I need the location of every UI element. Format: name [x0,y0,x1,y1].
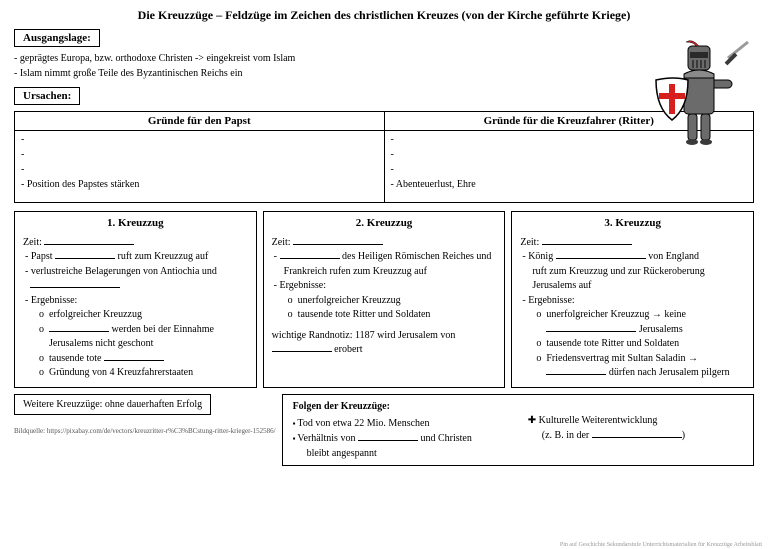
c3-l1d: Jerusalems auf [532,280,591,291]
c3-r3a: Friedensvertrag mit Sultan Saladin → [546,353,698,364]
c2-l1b: des Heiligen Römischen Reiches und [340,251,492,262]
c3-r2: tausende tote Ritter und Soldaten [546,338,679,349]
c2-note-a: wichtige Randnotiz: 1187 wird Jerusalem … [272,330,456,341]
c1-l1a: Papst [31,251,55,262]
c3-erg: Ergebnisse: [528,295,574,306]
footer-caption: Pin auf Geschichte Sekundarstufe Unterri… [560,542,762,548]
c1-r4: Gründung von 4 Kreuzfahrerstaaten [49,367,193,378]
c1-erg: Ergebnisse: [31,295,77,306]
reasons-head-left: Gründe für den Papst [15,112,385,131]
c2-note-b: erobert [332,344,363,355]
c3-r1b: Jerusalems [636,324,682,335]
crusades-row: 1. Kreuzzug Zeit: - Papst ruft zum Kreuz… [14,211,754,388]
c3-l1c: ruft zum Kreuzzug und zur Rückeroberung [532,266,704,277]
folgen-3b: (z. B. in der ) [528,428,743,443]
folgen-box: Folgen der Kreuzzüge: Tod von etwa 22 Mi… [282,394,754,466]
label-ursachen: Ursachen: [14,87,80,105]
page-title: Die Kreuzzüge – Feldzüge im Zeichen des … [14,8,754,23]
c1-l2a: verlustreiche Belagerungen von Antiochia… [31,266,217,277]
folgen-2b: bleibt angespannt [293,446,508,461]
reasons-cell-left: - - - - Position des Papstes stärken [15,131,385,203]
crusade1-zeit: Zeit: [23,237,44,248]
c3-l1a: König [528,251,556,262]
c3-r3b: dürfen nach Jerusalem pilgern [606,367,729,378]
c3-l1b: von England [646,251,699,262]
ausgangslage-line1: geprägtes Europa, bzw. orthodoxe Christe… [14,51,754,66]
folgen-3: Kulturelle Weiterentwicklung [528,413,743,428]
crusade-2-box: 2. Kreuzzug Zeit: - des Heiligen Römisch… [263,211,506,388]
c2-r2: tausende tote Ritter und Soldaten [298,309,431,320]
weitere-box: Weitere Kreuzzüge: ohne dauerhaften Erfo… [14,394,211,415]
folgen-title: Folgen der Kreuzzüge: [293,399,508,414]
ausgangslage-block: geprägtes Europa, bzw. orthodoxe Christe… [14,51,754,81]
c2-zeit: Zeit: [272,237,293,248]
c1-r2b: werden bei der Einnahme [109,324,214,335]
crusade-2-title: 2. Kreuzzug [272,216,497,232]
crusade-1-title: 1. Kreuzzug [23,216,248,232]
c3-zeit: Zeit: [520,237,541,248]
crusade-3-title: 3. Kreuzzug [520,216,745,232]
label-ausgangslage: Ausgangslage: [14,29,100,47]
c2-r1: unerfolgreicher Kreuzzug [298,295,401,306]
folgen-2: Verhältnis von und Christen [293,431,508,446]
reasons-right-last: - Abenteuerlust, Ehre [391,179,748,190]
knight-icon [650,38,750,148]
c2-erg: Ergebnisse: [280,280,326,291]
reasons-table: Gründe für den Papst Gründe für die Kreu… [14,111,754,203]
ausgangslage-line2: Islam nimmt große Teile des Byzantinisch… [14,66,754,81]
c1-r3: tausende tote [49,353,104,364]
c3-r1a: unerfolgreicher Kreuzzug → keine [546,309,686,320]
bottom-row: Weitere Kreuzzüge: ohne dauerhaften Erfo… [14,394,754,466]
c2-l1c: Frankreich rufen zum Kreuzzug auf [284,266,427,277]
image-source: Bildquelle: https://pixabay.com/de/vecto… [14,427,276,435]
c1-r1: erfolgreicher Kreuzzug [49,309,142,320]
folgen-1: Tod von etwa 22 Mio. Menschen [293,416,508,431]
crusade-1-box: 1. Kreuzzug Zeit: - Papst ruft zum Kreuz… [14,211,257,388]
crusade-3-box: 3. Kreuzzug Zeit: - König von England ru… [511,211,754,388]
c1-r2c: Jerusalems nicht geschont [49,338,153,349]
reasons-left-last: - Position des Papstes stärken [21,179,378,190]
c1-l1b: ruft zum Kreuzzug auf [115,251,208,262]
